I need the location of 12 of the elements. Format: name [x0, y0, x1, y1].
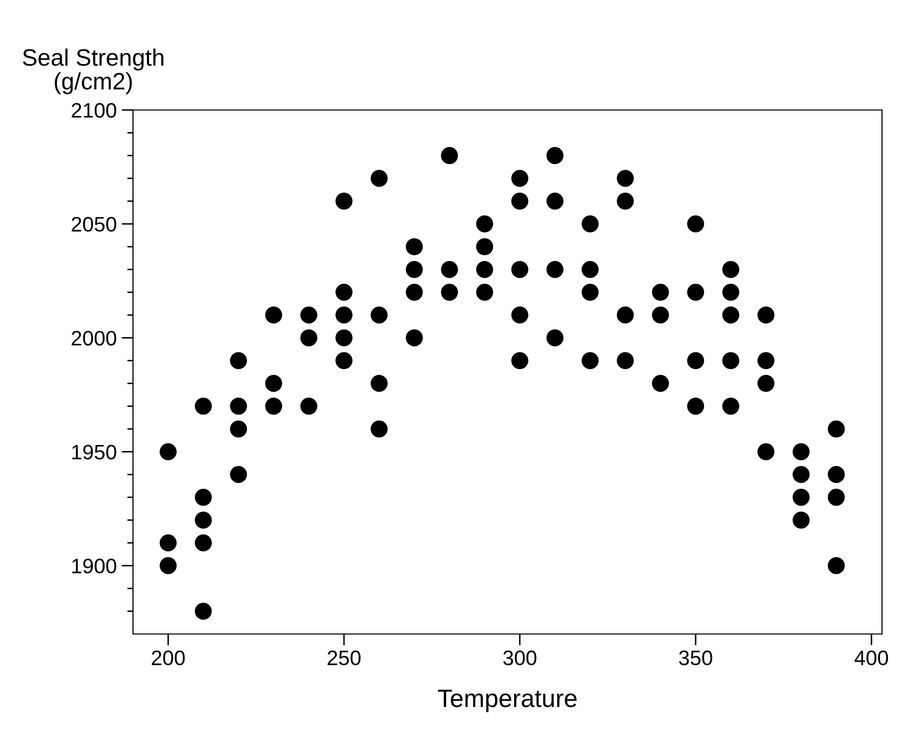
x-axis-title: Temperature: [438, 690, 577, 712]
y-tick-label: 2100: [72, 103, 116, 118]
y-tick-label: 1950: [72, 444, 116, 460]
y-axis-title: Seal Strength (g/cm2): [22, 48, 164, 94]
x-tick-label: 300: [503, 650, 536, 666]
x-tick-label: 200: [152, 650, 185, 666]
y-tick-label: 2000: [72, 330, 116, 346]
y-tick-label: 1900: [72, 558, 116, 574]
x-tick-label: 250: [328, 650, 361, 666]
x-tick-label: 400: [854, 650, 888, 666]
y-tick-label: 2050: [72, 216, 116, 232]
x-tick-label: 350: [679, 650, 712, 666]
